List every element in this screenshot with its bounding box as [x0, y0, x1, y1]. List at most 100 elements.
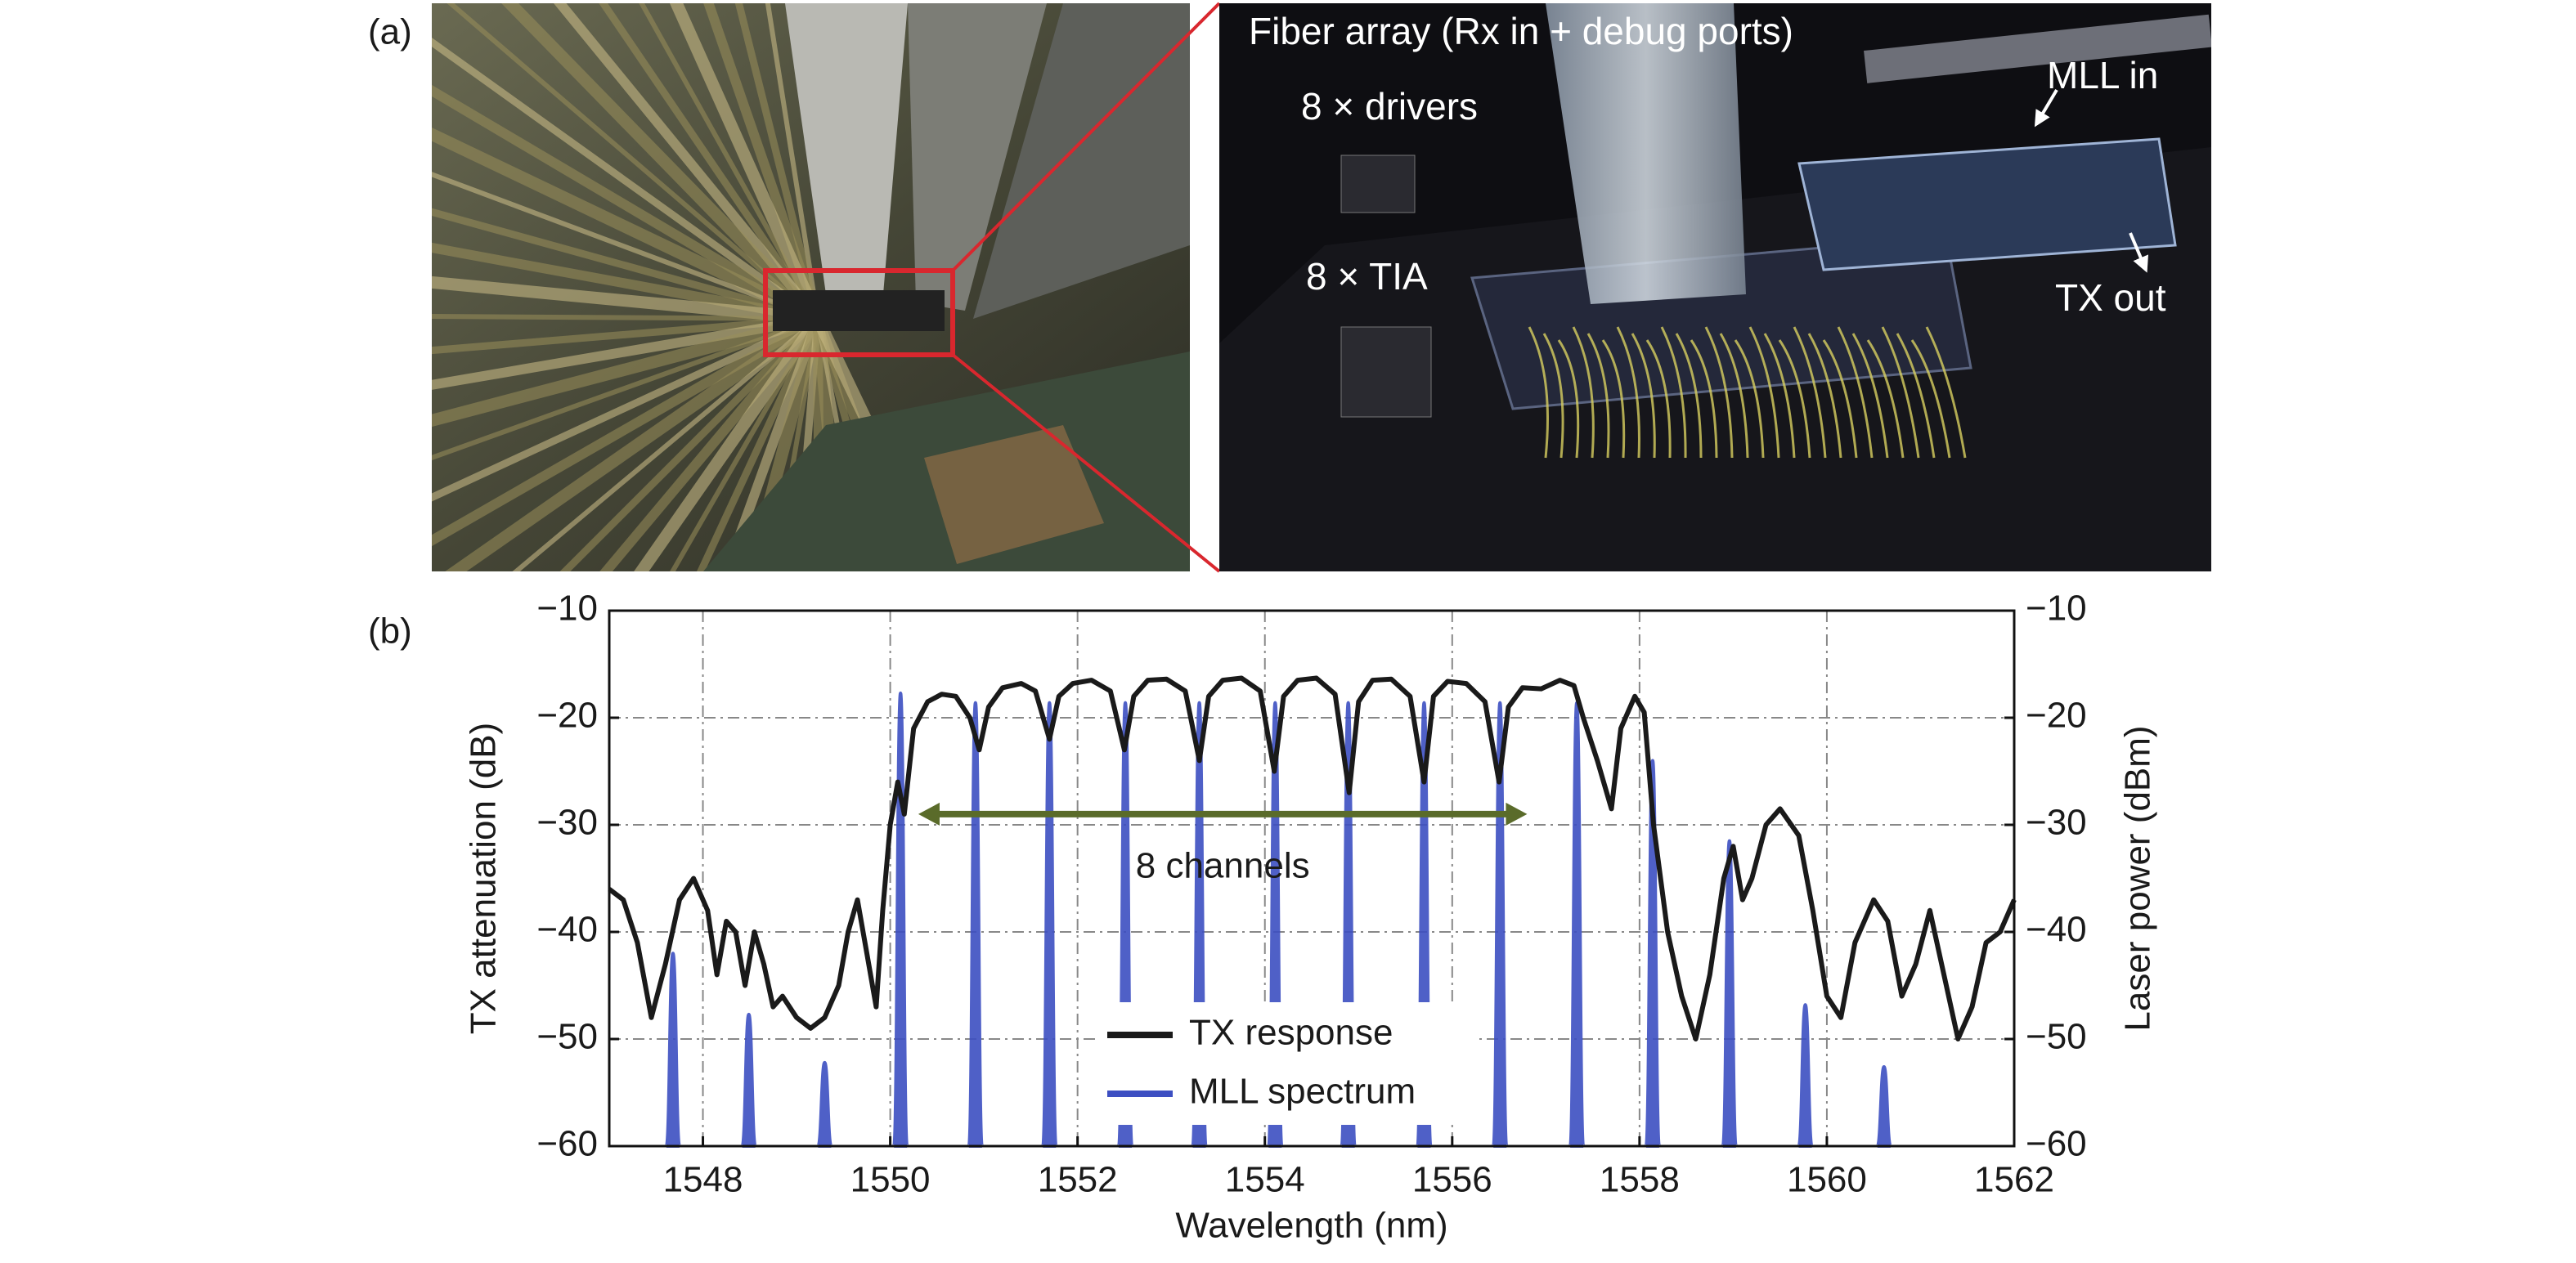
chart: 1548 1550 1552 1554 1556 1558 1560 1562 −10 −20 −3… — [464, 589, 2158, 1246]
spectral-peak — [1875, 1065, 1892, 1148]
photo-trace — [432, 242, 819, 324]
photo-wirebond — [1616, 326, 1640, 459]
photo-trace — [432, 127, 821, 325]
photo-wirebond — [1719, 333, 1749, 459]
zoom-line — [951, 353, 1221, 573]
spectral-peak — [967, 701, 984, 1148]
x-tick-label: 1556 — [1412, 1160, 1492, 1200]
x-tick-label: 1554 — [1225, 1160, 1305, 1200]
photo-trace — [765, 3, 820, 320]
spectral-peak — [1721, 839, 1738, 1148]
legend-label: MLL spectrum — [1189, 1072, 1416, 1112]
photo-trace — [634, 315, 824, 571]
photo-wirebond — [1748, 326, 1780, 459]
x-tick-label: 1552 — [1038, 1160, 1118, 1200]
photo-trace — [432, 315, 819, 355]
photo-trace — [599, 3, 821, 321]
photo-wirebond — [1822, 339, 1858, 459]
photo-wirebond — [1807, 333, 1842, 459]
spectral-peak — [816, 1060, 833, 1148]
photo-wirebond — [1837, 326, 1874, 459]
y2-tick-label: −30 — [2026, 803, 2087, 843]
photo-wirebond — [1910, 339, 1951, 459]
photo-trace — [501, 3, 823, 324]
photo-chip — [773, 290, 945, 331]
spectral-peak — [1797, 1003, 1814, 1148]
photo-fiber — [1864, 14, 2211, 83]
photo-trace — [432, 314, 819, 390]
photo-wirebond — [1793, 326, 1827, 459]
photo-probe-station — [432, 3, 1190, 571]
photo-trace — [432, 312, 819, 428]
plot-frame — [608, 609, 2016, 1148]
x-tick-label: 1550 — [850, 1160, 931, 1200]
photo-trace — [559, 316, 821, 571]
y-tick-label: −50 — [536, 1017, 598, 1057]
photo-probe — [973, 3, 1190, 319]
photo-trace — [432, 315, 819, 502]
annotation-arrowhead — [1506, 802, 1528, 826]
photo-tia — [1340, 326, 1432, 418]
photo-trace — [703, 3, 823, 320]
photo-wirebond — [1586, 333, 1610, 459]
y2-tick-label: −20 — [2026, 696, 2087, 736]
photo-trace — [734, 3, 822, 320]
panel-label: (a) — [368, 12, 412, 52]
photo-wirebond — [1660, 326, 1687, 459]
photo-laser-chip — [1797, 137, 2177, 271]
zoom-box — [763, 268, 955, 357]
photo-wirebond — [1866, 339, 1905, 459]
y2-axis-title: Laser power (dBm) — [2118, 725, 2158, 1031]
photo-wirebond — [1528, 326, 1549, 459]
photo-wirebond — [1542, 333, 1564, 459]
legend-box — [1099, 1002, 1475, 1125]
photo-board — [924, 425, 1104, 564]
photo-driver — [1340, 155, 1416, 213]
x-tick-label: 1548 — [663, 1160, 743, 1200]
photo-annotation: TX out — [2055, 276, 2166, 319]
x-tick-label: 1558 — [1600, 1160, 1680, 1200]
spectral-peak — [740, 1012, 757, 1148]
photo-wirebond — [1925, 326, 1967, 459]
photo-wirebond — [1601, 339, 1626, 459]
photo-trace — [432, 208, 819, 323]
photo-wirebond — [1690, 339, 1718, 459]
photo-probe — [785, 3, 908, 294]
photo-trace — [432, 84, 821, 324]
x-axis-title: Wavelength (nm) — [1175, 1206, 1447, 1246]
photo-wirebond — [1675, 333, 1703, 459]
y-tick-label: −10 — [536, 589, 598, 629]
photo-trace — [512, 316, 819, 571]
photo-trace — [432, 275, 819, 325]
spectral-peak — [1041, 701, 1058, 1148]
photo-trace — [697, 317, 822, 571]
photo-trace — [447, 3, 819, 321]
spectral-peak — [892, 691, 909, 1148]
y-tick-label: −30 — [536, 803, 598, 843]
photo-wirebond — [1645, 339, 1672, 459]
x-tick-label: 1560 — [1787, 1160, 1867, 1200]
photo-annotation: 8 × drivers — [1301, 85, 1478, 128]
spectral-peak — [664, 952, 681, 1148]
photo-wirebond — [1763, 333, 1796, 459]
y2-tick-label: −10 — [2026, 589, 2087, 629]
photo-wirebond — [1896, 333, 1936, 459]
photo-wirebond — [1631, 333, 1656, 459]
photo-trace — [670, 317, 820, 571]
x-tick-label: 1562 — [1974, 1160, 2054, 1200]
y-tick-label: −40 — [536, 910, 598, 950]
zoom-line — [951, 2, 1221, 272]
photo-annotation: Fiber array (Rx in + debug ports) — [1249, 10, 1793, 52]
photo-wirebond — [1572, 326, 1595, 459]
photo-fiber-array — [1546, 3, 1746, 304]
photo-annotation: 8 × TIA — [1306, 255, 1428, 298]
series-line — [608, 675, 2017, 1041]
pointer-arrow — [2034, 88, 2058, 128]
legend-label: TX response — [1189, 1013, 1393, 1053]
photo-trace — [432, 314, 820, 547]
photo-trace — [432, 316, 819, 461]
photo-wirebond — [1851, 333, 1889, 459]
photo-trace — [432, 38, 820, 322]
y-axis-title: TX attenuation (dB) — [464, 723, 504, 1035]
